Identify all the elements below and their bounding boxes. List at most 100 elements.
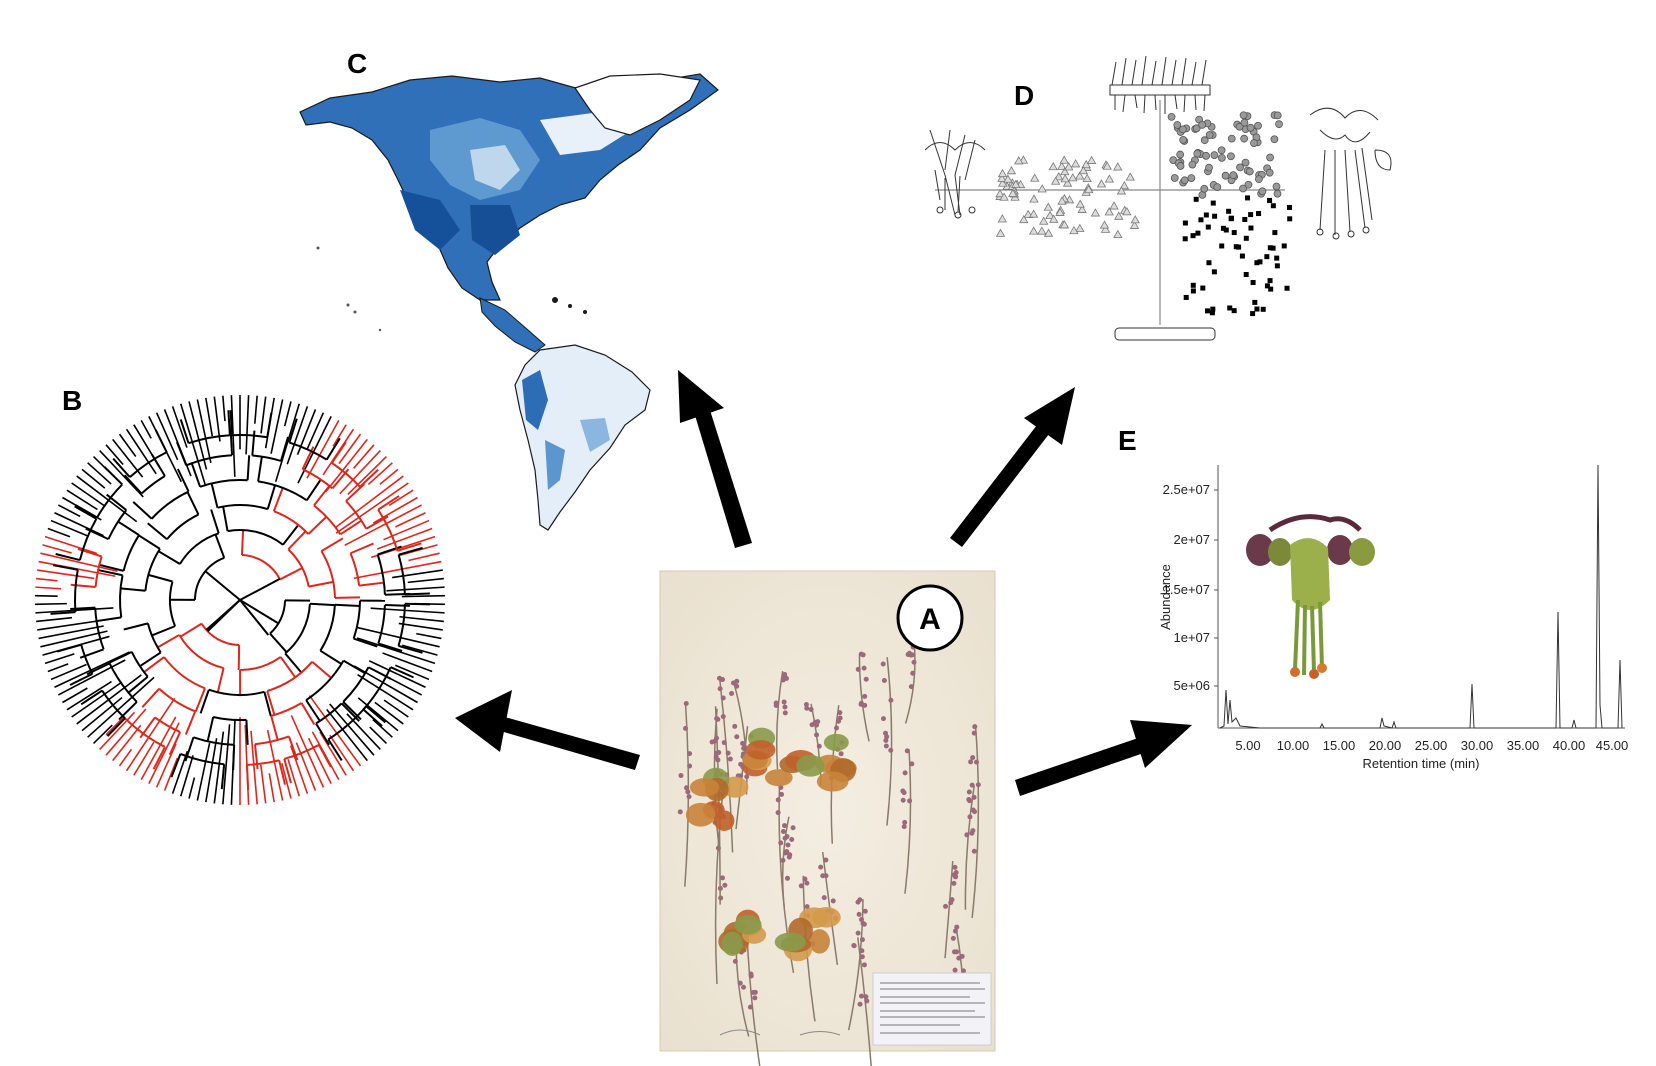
specimen-flower <box>719 677 725 683</box>
tree-tip-branch <box>250 730 258 805</box>
tree-internal-branch <box>313 485 331 507</box>
ordination-triangle <box>1062 178 1073 187</box>
specimen-flower <box>953 874 959 880</box>
ordination-circle <box>1173 121 1182 129</box>
tree-tip-branch <box>222 724 231 805</box>
ordination-triangle <box>1048 161 1058 171</box>
tree-internal-arc <box>313 504 342 535</box>
tree-internal-arc <box>305 660 345 701</box>
tree-internal-branch <box>334 603 360 607</box>
tree-tip-branch <box>281 762 292 799</box>
tree-tip-branch <box>392 569 443 579</box>
ordination-triangle <box>1068 173 1078 182</box>
specimen-flower <box>784 875 790 881</box>
ordination-triangle <box>1104 207 1114 216</box>
specimen-flower <box>952 928 958 934</box>
specimen-flower <box>858 917 864 923</box>
specimen-flower <box>720 714 726 720</box>
ordination-square <box>1274 263 1280 269</box>
specimen-flower <box>780 857 786 863</box>
ordination-triangle <box>1077 204 1087 213</box>
tree-internal-arc <box>273 510 310 535</box>
ordination-square <box>1254 260 1260 266</box>
y-axis-label: Abundance <box>1158 564 1173 630</box>
tree-tip-branch <box>40 552 118 573</box>
tree-internal-arc <box>252 454 282 462</box>
specimen-leaf <box>823 733 849 752</box>
y-tick-label: 5e+06 <box>1173 678 1210 693</box>
specimen-flower <box>779 791 785 797</box>
ordination-triangle <box>1075 223 1085 232</box>
tree-internal-branch <box>74 504 98 519</box>
ordination-circle <box>1266 153 1274 162</box>
specimen-flower <box>908 684 914 690</box>
tree-internal-arc <box>178 634 224 670</box>
panel-letter-d: D <box>1014 80 1035 111</box>
specimen-flower <box>966 789 972 795</box>
tree-tip-branch <box>36 577 58 582</box>
ordination-triangle <box>1099 220 1110 229</box>
x-tick-label: 25.00 <box>1415 738 1448 753</box>
specimen-flower <box>837 710 843 716</box>
specimen-flower <box>883 730 889 736</box>
ordination-circle <box>1275 120 1283 129</box>
tree-tip-branch <box>307 737 332 784</box>
tree-tip-branch <box>369 726 388 745</box>
tree-tip-branch <box>407 577 444 584</box>
tree-internal-branch <box>168 731 182 756</box>
chromatogram-x-ticks: 5.00 10.00 15.00 20.00 25.00 30.00 35.00… <box>1235 738 1628 753</box>
tree-internal-branch <box>108 650 133 664</box>
ordination-circle <box>1258 187 1267 196</box>
x-tick-label: 20.00 <box>1369 738 1402 753</box>
specimen-flower <box>742 745 748 751</box>
ordination-square <box>1267 245 1273 251</box>
tree-internal-branch <box>70 583 96 588</box>
tree-internal-branch <box>266 484 276 510</box>
ordination-square <box>1227 305 1233 311</box>
specimen-flower <box>888 697 894 703</box>
tree-tip-branch <box>367 462 393 486</box>
tree-internal-branch <box>365 705 387 724</box>
ordination-circle <box>1227 134 1236 143</box>
x-tick-label: 5.00 <box>1235 738 1260 753</box>
specimen-flower <box>902 770 908 776</box>
tree-tip-branch <box>319 731 347 776</box>
tree-internal-branch <box>246 455 251 481</box>
specimen-flower <box>798 883 804 889</box>
specimen-flower <box>861 962 867 968</box>
tree-tip-branch <box>283 401 292 427</box>
ordination-square <box>1198 217 1204 223</box>
tree-internal-branch <box>245 719 249 745</box>
tree-tip-branch <box>339 450 381 495</box>
tree-tip-branch <box>112 724 142 762</box>
tree-internal-arc <box>302 468 334 490</box>
specimen-flower <box>809 722 815 728</box>
tree-internal-branch <box>272 487 284 512</box>
tree-tip-branch <box>353 560 442 580</box>
arrow-to-chromatogram <box>1015 720 1192 796</box>
tree-internal-branch <box>378 642 403 652</box>
tree-internal-branch <box>280 436 290 462</box>
tree-tip-branch <box>372 496 418 524</box>
tree-internal-branch <box>105 716 125 736</box>
specimen-stem <box>886 657 893 826</box>
tree-internal-branch <box>307 516 328 535</box>
tree-tip-branch <box>347 455 388 495</box>
ordination-circle <box>1205 131 1214 139</box>
specimen-flower <box>808 706 814 712</box>
ordination-circle <box>1176 162 1185 170</box>
specimen-flower <box>752 989 758 995</box>
ordination-circle <box>1254 121 1262 130</box>
tree-tip-branch <box>125 697 176 772</box>
tree-internal-branch <box>154 429 168 453</box>
specimen-flower <box>967 798 973 804</box>
tree-internal-arc <box>94 607 105 650</box>
ordination-plot <box>924 55 1392 341</box>
tree-internal-branch <box>269 632 288 653</box>
tree-internal-branch <box>284 652 303 674</box>
tree-tip-branch <box>416 632 442 640</box>
tree-internal-branch <box>390 666 414 679</box>
tree-internal-branch <box>331 441 347 464</box>
specimen-flower <box>714 735 720 741</box>
tree-internal-branch <box>210 483 219 508</box>
